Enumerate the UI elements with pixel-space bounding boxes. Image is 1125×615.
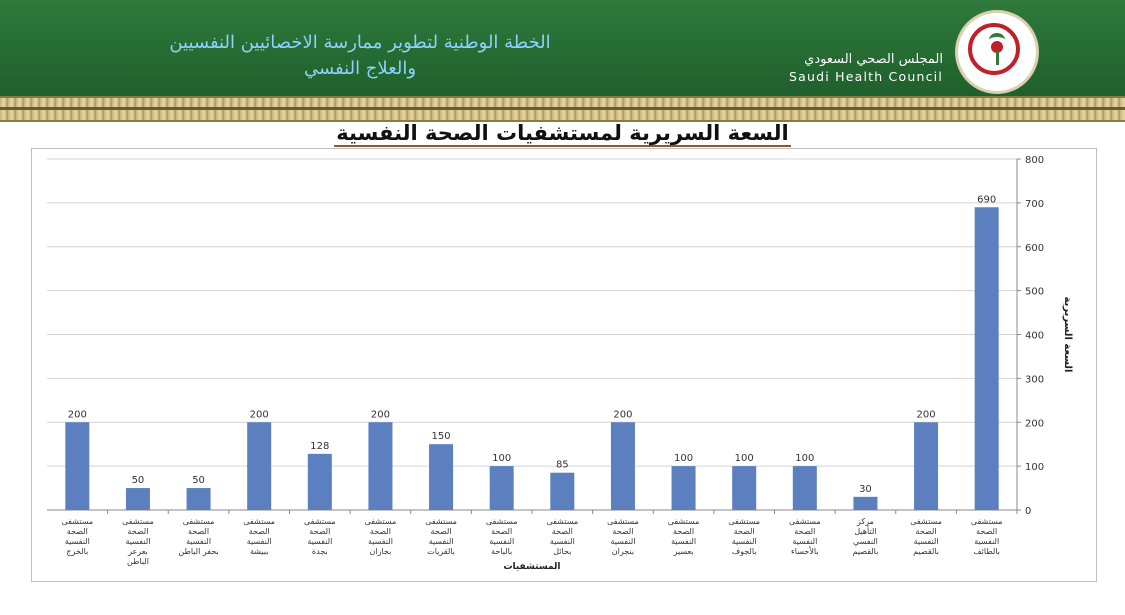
header-title-line2: والعلاج النفسي (303, 58, 417, 79)
logo-stem (996, 51, 999, 65)
x-tick-label: مستشفى الصحة النفسية بالجوف (728, 517, 760, 556)
bar (489, 466, 514, 510)
x-axis-label: المستشفيات (503, 562, 560, 572)
bar (429, 444, 454, 510)
decorative-border (0, 96, 1125, 122)
crescent-icon (991, 41, 1003, 53)
data-label: 100 (674, 453, 693, 464)
y-tick-label: 500 (1025, 287, 1044, 298)
data-label: 100 (735, 453, 754, 464)
header-banner: الخطة الوطنية لتطوير ممارسة الاخصائيين ا… (0, 0, 1125, 100)
bar (125, 488, 150, 510)
bar (65, 422, 90, 510)
header-title: الخطة الوطنية لتطوير ممارسة الاخصائيين ا… (150, 30, 570, 82)
x-tick-label: مستشفى الصحة النفسية بالخرج (61, 517, 93, 556)
bar-chart: 0 100 200 300 400 500 600 700 800 السعة السريرية 2… (47, 155, 1073, 572)
data-label: 85 (556, 460, 569, 471)
x-tick-label: مستشفى الصحة النفسية بالأحساء (789, 517, 821, 556)
bar (914, 422, 939, 510)
bar (792, 466, 817, 510)
x-tick-label: مستشفى الصحة النفسية بحائل (546, 517, 578, 556)
bar (671, 466, 696, 510)
x-tick-label: مستشفى الصحة النفسية بعسير (668, 517, 700, 556)
data-label: 200 (250, 409, 269, 420)
bar (974, 207, 999, 510)
data-label: 100 (492, 453, 511, 464)
data-label: 100 (795, 453, 814, 464)
x-tick-label: مستشفى الصحة النفسية بالقريات (425, 517, 457, 556)
bar (186, 488, 211, 510)
x-tick-label: مستشفى الصحة النفسية بعرعر الباطن (122, 517, 154, 566)
bar (732, 466, 757, 510)
chart-title: السعة السريرية لمستشفيات الصحة النفسية (334, 121, 791, 147)
council-name-english: Saudi Health Council (789, 69, 943, 84)
y-tick-label: 0 (1025, 506, 1031, 517)
bar (307, 453, 332, 510)
y-tick-label: 700 (1025, 199, 1044, 210)
x-tick-label: مستشفى الصحة النفسية بحفر الباطن (178, 517, 218, 556)
council-logo (955, 10, 1039, 94)
palm-icon (989, 33, 1005, 47)
y-tick-label: 800 (1025, 155, 1044, 166)
data-label: 30 (859, 484, 872, 495)
data-label: 128 (310, 441, 329, 452)
data-label: 690 (977, 194, 996, 205)
x-tick-label: مستشفى الصحة النفسية ببيشة (243, 517, 275, 556)
y-tick-label: 400 (1025, 331, 1044, 342)
data-label: 200 (917, 409, 936, 420)
council-name-arabic: المجلس الصحي السعودي (804, 52, 943, 67)
y-tick-label: 300 (1025, 374, 1044, 385)
chart-title-wrap: السعة السريرية لمستشفيات الصحة النفسية (0, 121, 1125, 147)
x-tick-label: مستشفى الصحة النفسية بالقصيم (910, 517, 942, 556)
y-tick-label: 600 (1025, 243, 1044, 254)
y-axis-label: السعة السريرية (1062, 297, 1073, 373)
logo-ring-icon (968, 23, 1020, 75)
bar (247, 422, 272, 510)
data-label: 200 (613, 409, 632, 420)
x-tick-label: مستشفى الصحة النفسية بنجران (607, 517, 639, 556)
bar (853, 496, 878, 510)
bar (550, 472, 575, 510)
x-tick-label: مستشفى الصحة النفسية بالباحة (486, 517, 518, 556)
header-title-line1: الخطة الوطنية لتطوير ممارسة الاخصائيين ا… (169, 32, 551, 53)
data-label: 200 (68, 409, 87, 420)
x-tick-label: مستشفى الصحة النفسية بجدة (304, 517, 336, 556)
x-tick-label: مستشفى الصحة النفسية بالطائف (971, 517, 1003, 556)
bar (368, 422, 393, 510)
y-tick-label: 100 (1025, 462, 1044, 473)
bar (610, 422, 635, 510)
data-label: 150 (432, 431, 451, 442)
data-label: 50 (192, 475, 205, 486)
data-label: 200 (371, 409, 390, 420)
y-tick-label: 200 (1025, 418, 1044, 429)
x-tick-label: مستشفى الصحة النفسية بجازان (365, 517, 397, 556)
chart-frame: 0 100 200 300 400 500 600 700 800 السعة السريرية 2… (31, 148, 1097, 582)
data-label: 50 (132, 475, 145, 486)
x-tick-label: مركز التأهيل النفسي بالقصيم (853, 517, 879, 556)
